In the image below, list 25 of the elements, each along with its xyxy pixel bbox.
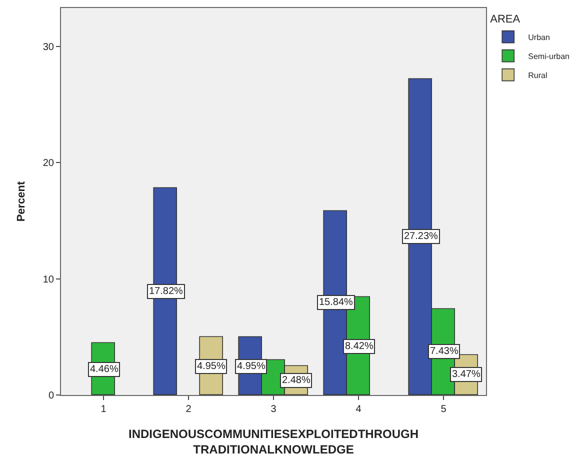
legend-label: Semi-urban bbox=[528, 52, 570, 61]
y-tick-label: 30 bbox=[42, 42, 54, 53]
data-label: 8.42% bbox=[345, 341, 374, 352]
data-label: 7.43% bbox=[430, 346, 458, 357]
y-tick-label: 10 bbox=[42, 274, 54, 286]
data-label: 2.48% bbox=[282, 375, 310, 386]
data-label: 3.47% bbox=[452, 369, 480, 380]
x-tick-label: 1 bbox=[100, 404, 107, 415]
x-tick-label: 2 bbox=[186, 404, 192, 415]
data-label: 27.23% bbox=[404, 231, 438, 242]
data-label: 17.82% bbox=[149, 286, 184, 297]
data-label: 4.95% bbox=[237, 361, 266, 372]
legend-label: Rural bbox=[528, 70, 548, 80]
x-tick-label: 4 bbox=[356, 404, 362, 415]
x-tick-label: 3 bbox=[270, 404, 277, 415]
data-label: 4.46% bbox=[90, 364, 118, 375]
data-label: 15.84% bbox=[319, 297, 354, 308]
y-axis-title: Percent bbox=[16, 180, 28, 222]
legend-label: Urban bbox=[528, 32, 550, 42]
legend-title: AREA bbox=[490, 13, 521, 26]
y-tick-label: 20 bbox=[42, 158, 54, 170]
x-tick-label: 5 bbox=[440, 404, 447, 415]
data-label: 4.95% bbox=[197, 361, 226, 372]
x-axis-title: INDIGENOUSCOMMUNITIESEXPLOITEDTHROUGH TRADITIONALKNOWLEDGE bbox=[128, 426, 419, 456]
y-tick-label: 0 bbox=[48, 390, 54, 402]
